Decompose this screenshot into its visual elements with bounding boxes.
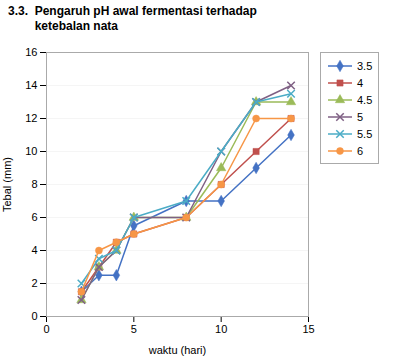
html-text:3.3. Pengaruh pH awal fermenta: 3.3. Pengaruh pH awal fermentasi terhada… (8, 4, 257, 33)
svg-text:10: 10 (215, 323, 227, 335)
html-text:6: 6 (357, 144, 364, 157)
svg-text:4: 4 (31, 244, 37, 256)
svg-text:0: 0 (43, 323, 49, 335)
svg-text:0: 0 (31, 310, 37, 322)
svg-text:12: 12 (25, 112, 37, 124)
html-text:3.5: 3.5 (357, 59, 373, 72)
svg-text:8: 8 (31, 178, 37, 190)
svg-text:16: 16 (25, 46, 37, 58)
svg-text:6: 6 (31, 211, 37, 223)
svg-text:10: 10 (25, 145, 37, 157)
svg-text:15: 15 (302, 323, 314, 335)
html-text:4.5: 4.5 (357, 93, 373, 106)
svg-text:5: 5 (131, 323, 137, 335)
html-text:5: 5 (357, 110, 364, 123)
html-text:5.5: 5.5 (357, 127, 373, 140)
html-text:4: 4 (357, 76, 364, 89)
svg-text:2: 2 (31, 277, 37, 289)
svg-text:Tebal (mm): Tebal (mm) (1, 157, 13, 212)
svg-text:waktu (hari): waktu (hari) (148, 344, 206, 356)
svg-text:14: 14 (25, 79, 37, 91)
